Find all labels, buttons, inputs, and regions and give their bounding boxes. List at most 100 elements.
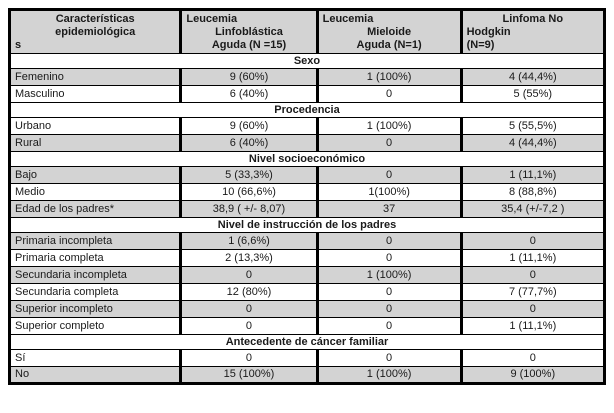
column-header-line: Hodgkin [466, 26, 511, 38]
column-header-line: Leucemia [186, 13, 238, 25]
value-cell: 1 (11,1%) [459, 249, 607, 267]
section-title: Procedencia [8, 102, 606, 118]
value-cell: 0 [179, 317, 319, 335]
row-label-cell: Urbano [7, 117, 183, 135]
row-label-cell: Secundaria incompleta [7, 266, 183, 284]
row-label-cell: Sí [7, 349, 183, 367]
value-cell: 1 (100%) [315, 366, 463, 384]
value-cell: 37 [315, 200, 463, 218]
section-header-row: Nivel de instrucción de los padres [8, 217, 606, 233]
column-header-line: Aguda (N=1) [356, 39, 422, 51]
data-row: No 15 (100%) 1 (100%) 9 (100%) [7, 366, 607, 384]
data-row: Bajo 5 (33,3%) 0 1 (11,1%) [7, 166, 607, 184]
table-header-row: Características epidemiológica s Leucemia Li… [7, 9, 607, 54]
column-header-line: Linfoblástica [215, 26, 283, 38]
value-cell: 9 (100%) [459, 366, 607, 384]
table-body: Sexo Femenino 9 (60%) 1 (100%) 4 (44,4%) Masc… [7, 53, 607, 384]
section-header-row: Procedencia [8, 102, 606, 118]
section-header-row: Nivel socioeconómico [8, 151, 606, 167]
row-label-cell: No [7, 366, 183, 384]
value-cell: 4 (44,4%) [459, 68, 607, 86]
row-label-cell: Femenino [7, 68, 183, 86]
table-header: Características epidemiológica s Leucemia Li… [7, 9, 607, 54]
value-cell: 5 (55,5%) [459, 117, 607, 135]
value-cell: 4 (44,4%) [459, 134, 607, 152]
section-header-row: Antecedente de cáncer familiar [8, 334, 606, 350]
column-header-line: epidemiológica [55, 26, 136, 38]
value-cell: 0 [315, 249, 463, 267]
value-cell: 2 (13,3%) [179, 249, 319, 267]
row-label-cell: Superior incompleto [7, 300, 183, 318]
value-cell: 5 (55%) [459, 85, 607, 103]
column-header-line: Características [55, 13, 135, 25]
value-cell: 0 [315, 300, 463, 318]
value-cell: 0 [315, 349, 463, 367]
data-row: Superior completo 0 0 1 (11,1%) [7, 317, 607, 335]
section-title: Nivel de instrucción de los padres [8, 217, 606, 233]
value-cell: 1 (6,6%) [179, 232, 319, 250]
row-label-cell: Medio [7, 183, 183, 201]
data-row: Primaria incompleta 1 (6,6%) 0 0 [7, 232, 607, 250]
row-label-cell: Rural [7, 134, 183, 152]
value-cell: 0 [459, 232, 607, 250]
value-cell: 35,4 (+/-7,2 ) [459, 200, 607, 218]
value-cell: 1 (100%) [315, 117, 463, 135]
section-title: Nivel socioeconómico [8, 151, 606, 167]
value-cell: 0 [315, 317, 463, 335]
page: Características epidemiológica s Leucemia Li… [7, 8, 607, 385]
row-label-cell: Primaria incompleta [7, 232, 183, 250]
value-cell: 1(100%) [315, 183, 463, 201]
row-label-cell: Bajo [7, 166, 183, 184]
section-title: Antecedente de cáncer familiar [8, 334, 606, 350]
section-title: Sexo [8, 53, 606, 69]
value-cell: 9 (60%) [179, 117, 319, 135]
epidemiology-table: Características epidemiológica s Leucemia Li… [7, 8, 607, 385]
data-row: Superior incompleto 0 0 0 [7, 300, 607, 318]
data-row: Masculino 6 (40%) 0 5 (55%) [7, 85, 607, 103]
value-cell: 1 (100%) [315, 266, 463, 284]
column-header-linfoma-no-hodgkin: Linfoma No Hodgkin (N=9) [459, 9, 607, 54]
row-label-cell: Secundaria completa [7, 283, 183, 301]
column-header-leucemia-mieloide-aguda: Leucemia Mieloide Aguda (N=1) [315, 9, 463, 54]
value-cell: 8 (88,8%) [459, 183, 607, 201]
value-cell: 0 [315, 166, 463, 184]
data-row: Sí 0 0 0 [7, 349, 607, 367]
row-label-cell: Masculino [7, 85, 183, 103]
data-row: Medio 10 (66,6%) 1(100%) 8 (88,8%) [7, 183, 607, 201]
value-cell: 6 (40%) [179, 85, 319, 103]
row-label-cell: Edad de los padres* [7, 200, 183, 218]
data-row: Edad de los padres* 38,9 ( +/- 8,07) 37 35,… [7, 200, 607, 218]
section-header-row: Sexo [8, 53, 606, 69]
column-header-line: Aguda (N =15) [211, 39, 287, 51]
data-row: Secundaria completa 12 (80%) 0 7 (77,7%) [7, 283, 607, 301]
value-cell: 0 [315, 232, 463, 250]
value-cell: 15 (100%) [179, 366, 319, 384]
value-cell: 1 (11,1%) [459, 317, 607, 335]
row-label-cell: Primaria completa [7, 249, 183, 267]
data-row: Secundaria incompleta 0 1 (100%) 0 [7, 266, 607, 284]
row-label-cell: Superior completo [7, 317, 183, 335]
data-row: Femenino 9 (60%) 1 (100%) 4 (44,4%) [7, 68, 607, 86]
value-cell: 5 (33,3%) [179, 166, 319, 184]
column-header-line: s [15, 39, 22, 51]
value-cell: 38,9 ( +/- 8,07) [179, 200, 319, 218]
data-row: Primaria completa 2 (13,3%) 0 1 (11,1%) [7, 249, 607, 267]
value-cell: 10 (66,6%) [179, 183, 319, 201]
column-header-line: Linfoma No [502, 13, 564, 25]
value-cell: 0 [459, 300, 607, 318]
value-cell: 0 [315, 85, 463, 103]
column-header-line: Mieloide [367, 26, 412, 38]
value-cell: 0 [179, 349, 319, 367]
value-cell: 0 [459, 266, 607, 284]
value-cell: 0 [179, 266, 319, 284]
value-cell: 0 [315, 134, 463, 152]
value-cell: 9 (60%) [179, 68, 319, 86]
column-header-leucemia-linfoblastica-aguda: Leucemia Linfoblástica Aguda (N =15) [179, 9, 319, 54]
data-row: Urbano 9 (60%) 1 (100%) 5 (55,5%) [7, 117, 607, 135]
column-header-line: Leucemia [322, 13, 374, 25]
value-cell: 6 (40%) [179, 134, 319, 152]
value-cell: 0 [315, 283, 463, 301]
value-cell: 7 (77,7%) [459, 283, 607, 301]
value-cell: 1 (11,1%) [459, 166, 607, 184]
value-cell: 0 [179, 300, 319, 318]
